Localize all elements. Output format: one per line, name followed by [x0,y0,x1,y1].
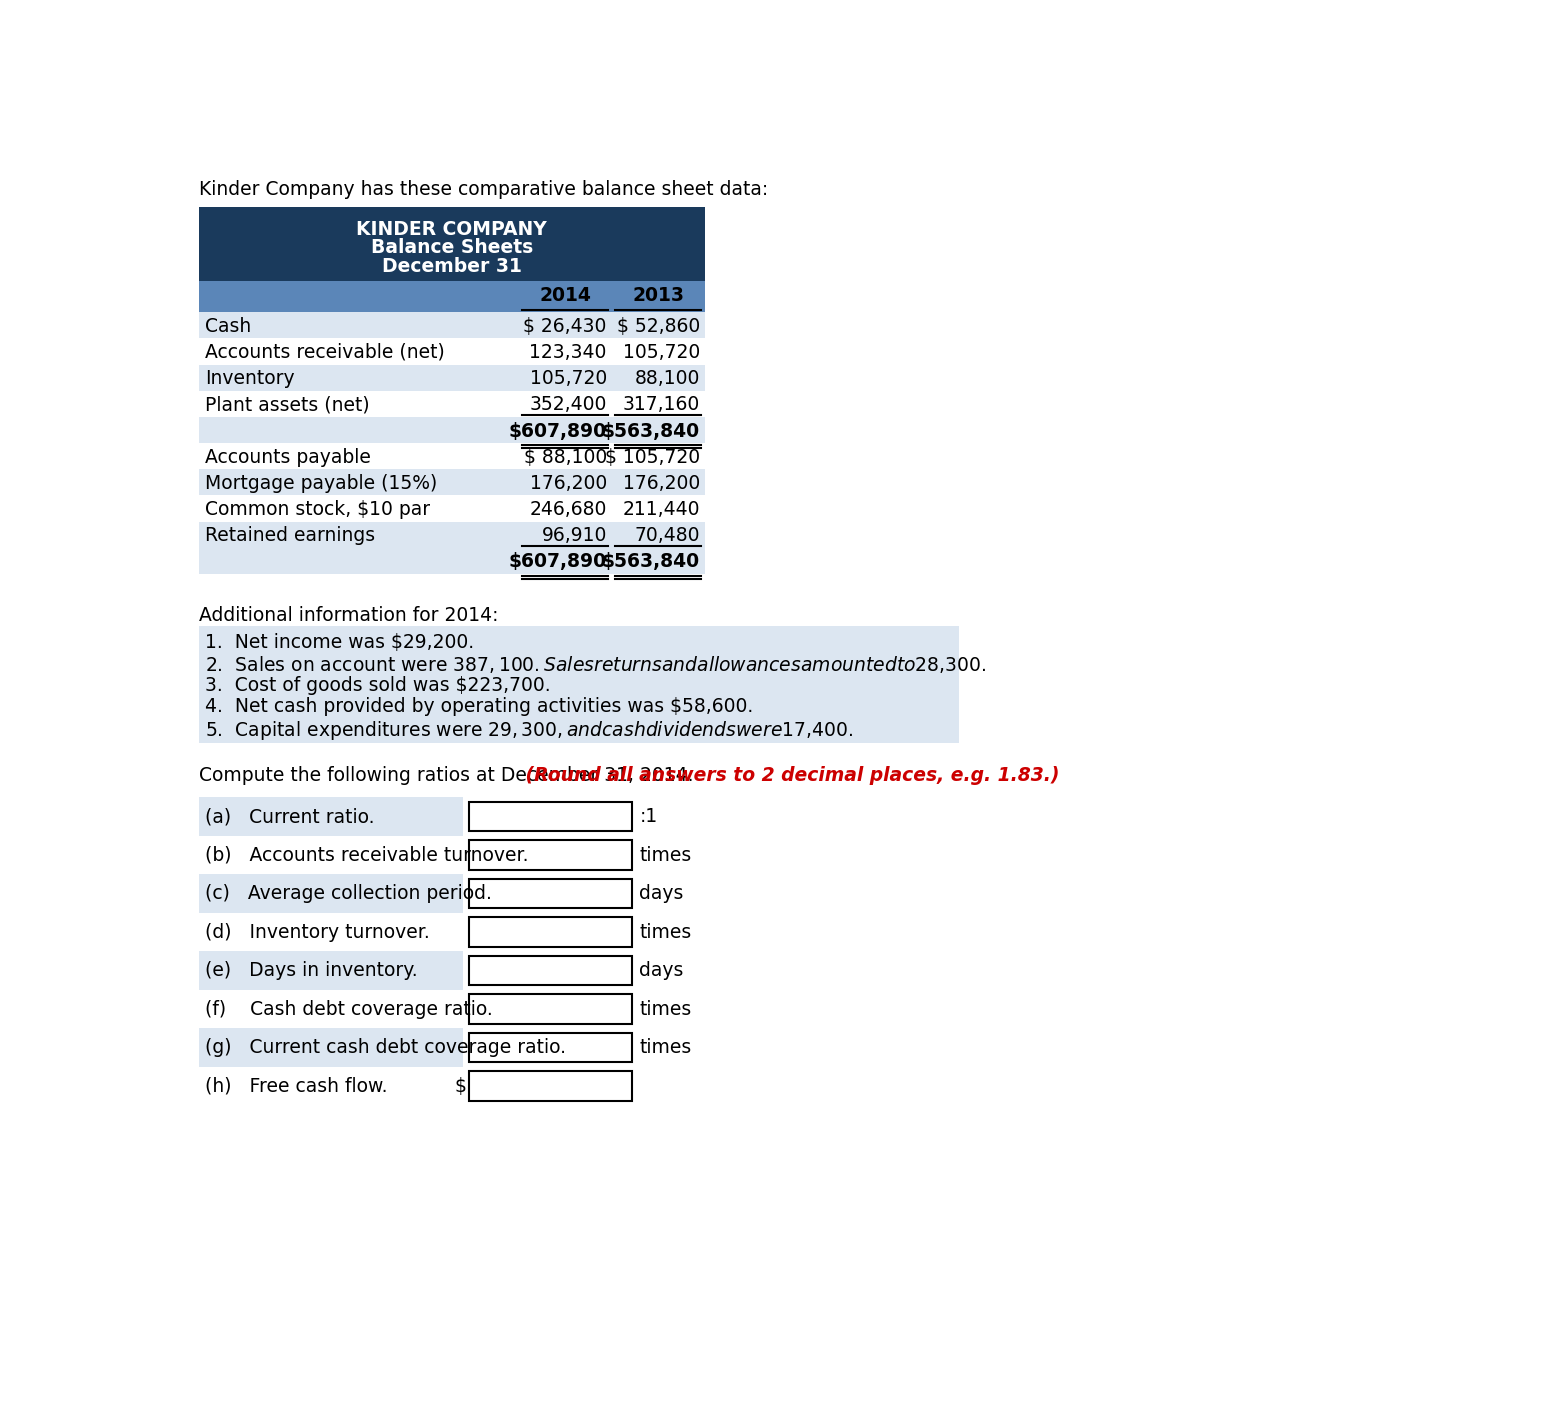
Text: Cash: Cash [205,317,252,335]
Text: $607,890: $607,890 [508,421,607,441]
Text: December 31: December 31 [381,256,522,276]
Bar [199,338,704,365]
Text: $607,890: $607,890 [508,552,607,572]
Text: (e)   Days in inventory.: (e) Days in inventory. [205,962,418,980]
Text: 352,400: 352,400 [530,396,607,414]
Bar [199,836,463,874]
Text: 176,200: 176,200 [622,474,699,493]
Bar [199,282,704,313]
Text: 123,340: 123,340 [530,344,607,362]
Bar [199,469,704,496]
Bar [199,417,704,444]
Text: 1.  Net income was $29,200.: 1. Net income was $29,200. [205,632,474,652]
Text: Compute the following ratios at December 31, 2014.: Compute the following ratios at December… [199,766,693,786]
Text: Mortgage payable (15%): Mortgage payable (15%) [205,474,437,493]
Text: 176,200: 176,200 [530,474,607,493]
Text: $ 26,430: $ 26,430 [523,317,607,335]
Text: (b)   Accounts receivable turnover.: (b) Accounts receivable turnover. [205,846,530,865]
Text: times: times [639,1038,692,1057]
Bar [199,548,704,574]
Bar [469,803,631,831]
Text: (h)   Free cash flow.: (h) Free cash flow. [205,1077,388,1095]
Text: (g)   Current cash debt coverage ratio.: (g) Current cash debt coverage ratio. [205,1038,567,1057]
Bar [199,1067,463,1105]
Text: times: times [639,846,692,865]
Text: (c)   Average collection period.: (c) Average collection period. [205,884,493,904]
Text: (f)    Cash debt coverage ratio.: (f) Cash debt coverage ratio. [205,1000,493,1019]
Text: 5.  Capital expenditures were $29,300, and cash dividends were $17,400.: 5. Capital expenditures were $29,300, an… [205,718,854,742]
Text: $ 88,100: $ 88,100 [523,448,607,466]
Text: days: days [639,962,684,980]
Bar [199,313,704,338]
Bar [199,797,463,836]
Bar [469,841,631,870]
Text: 70,480: 70,480 [635,527,699,545]
Text: 317,160: 317,160 [622,396,699,414]
Text: 88,100: 88,100 [635,369,699,389]
Bar [199,912,463,952]
Bar [199,444,704,469]
Text: Accounts receivable (net): Accounts receivable (net) [205,344,445,362]
Text: $563,840: $563,840 [602,552,699,572]
Text: days: days [639,884,684,904]
Bar [469,879,631,908]
Text: (a)   Current ratio.: (a) Current ratio. [205,807,375,826]
Text: times: times [639,1000,692,1019]
Text: Additional information for 2014:: Additional information for 2014: [199,607,499,625]
Text: 4.  Net cash provided by operating activities was $58,600.: 4. Net cash provided by operating activi… [205,697,753,717]
Text: 2.  Sales on account were $387,100. Sales returns and allowances amounted to $28: 2. Sales on account were $387,100. Sales… [205,655,987,674]
Bar [199,391,704,417]
Bar [199,521,704,548]
Text: $: $ [455,1077,466,1095]
Text: 96,910: 96,910 [542,527,607,545]
Bar [199,1028,463,1067]
Text: 246,680: 246,680 [530,500,607,520]
Text: Kinder Company has these comparative balance sheet data:: Kinder Company has these comparative bal… [199,180,769,199]
Text: (d)   Inventory turnover.: (d) Inventory turnover. [205,922,431,942]
Text: Retained earnings: Retained earnings [205,527,375,545]
Bar [199,496,704,521]
Bar [199,365,704,391]
Text: Balance Sheets: Balance Sheets [371,238,533,258]
Text: 3.  Cost of goods sold was $223,700.: 3. Cost of goods sold was $223,700. [205,676,551,694]
Text: Common stock, $10 par: Common stock, $10 par [205,500,431,520]
Bar [199,207,704,282]
Text: 105,720: 105,720 [622,344,699,362]
Text: 2014: 2014 [539,286,591,306]
Text: times: times [639,922,692,942]
Text: Accounts payable: Accounts payable [205,448,371,466]
Bar [469,994,631,1024]
Text: 105,720: 105,720 [530,369,607,389]
Text: 2013: 2013 [631,286,684,306]
Text: $ 52,860: $ 52,860 [616,317,699,335]
Text: $ 105,720: $ 105,720 [605,448,699,466]
Bar [199,990,463,1028]
Text: KINDER COMPANY: KINDER COMPANY [357,220,547,239]
Text: Plant assets (net): Plant assets (net) [205,396,371,414]
Bar [199,874,463,912]
Text: (Round all answers to 2 decimal places, e.g. 1.83.): (Round all answers to 2 decimal places, … [519,766,1059,786]
Text: Inventory: Inventory [205,369,295,389]
Bar [469,1071,631,1101]
Text: 211,440: 211,440 [622,500,699,520]
Bar [469,956,631,986]
Bar [469,918,631,946]
Bar [199,627,959,743]
Bar [469,1033,631,1062]
Text: $563,840: $563,840 [602,421,699,441]
Bar [199,952,463,990]
Text: :1: :1 [639,807,658,826]
